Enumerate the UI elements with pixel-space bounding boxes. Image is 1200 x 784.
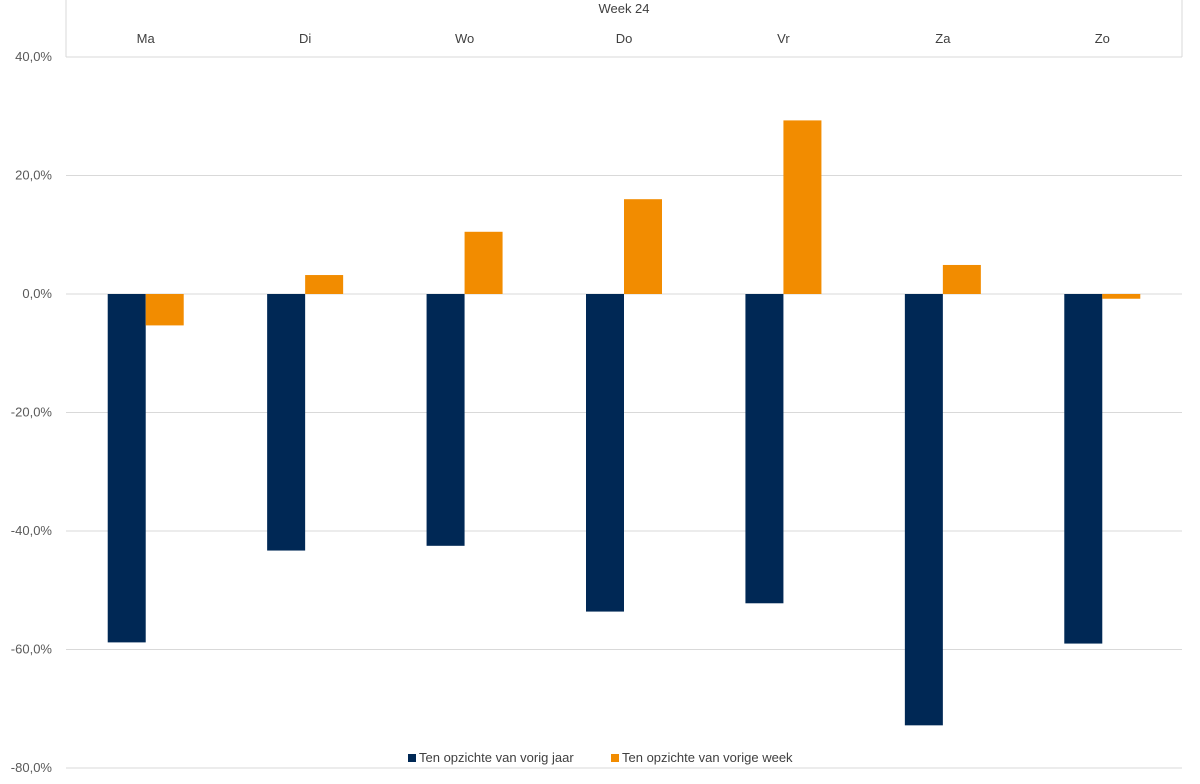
bar-vorige-week-ma: [145, 294, 184, 326]
y-tick-label: -60,0%: [11, 642, 53, 657]
legend-label: Ten opzichte van vorige week: [622, 750, 793, 765]
bar-vorige-week-wo: [464, 231, 503, 294]
bar-vorige-week-di: [305, 275, 344, 294]
y-tick-label: -80,0%: [11, 760, 53, 775]
y-tick-label: -40,0%: [11, 523, 53, 538]
bar-vorig-jaar-wo: [426, 294, 465, 546]
legend-swatch: [408, 754, 416, 762]
category-header: Week 24 Ma Di Wo Do Vr Za Zo: [65, 0, 1183, 57]
category-label: Ma: [137, 31, 156, 46]
legend: Ten opzichte van vorig jaar Ten opzichte …: [408, 750, 793, 765]
bar-vorig-jaar-vr: [745, 294, 784, 604]
legend-swatch: [611, 754, 619, 762]
category-label: Vr: [777, 31, 790, 46]
bar-vorige-week-vr: [783, 120, 822, 295]
bar-vorige-week-za: [942, 264, 981, 294]
bar-vorige-week-do: [624, 199, 662, 294]
bar-vorig-jaar-zo: [1064, 294, 1103, 644]
category-label: Za: [935, 31, 951, 46]
y-axis-ticks: -80,0% -60,0% -40,0% -20,0% 0,0% 20,0% 40,0%: [11, 49, 53, 775]
y-tick-label: 40,0%: [15, 49, 52, 64]
y-tick-label: 20,0%: [15, 168, 52, 183]
category-label: Zo: [1095, 31, 1110, 46]
bar-vorig-jaar-do: [586, 294, 624, 612]
bar-vorig-jaar-di: [267, 294, 306, 551]
legend-label: Ten opzichte van vorig jaar: [419, 750, 574, 765]
category-label: Do: [616, 31, 633, 46]
bar-vorige-week-zo: [1102, 294, 1141, 299]
category-label: Di: [299, 31, 311, 46]
bar-vorig-jaar-ma: [107, 294, 146, 643]
category-label: Wo: [455, 31, 474, 46]
bars: [107, 120, 1141, 726]
bar-vorig-jaar-za: [904, 294, 943, 726]
y-tick-label: -20,0%: [11, 405, 53, 420]
group-label: Week 24: [598, 1, 649, 16]
y-tick-label: 0,0%: [22, 286, 52, 301]
